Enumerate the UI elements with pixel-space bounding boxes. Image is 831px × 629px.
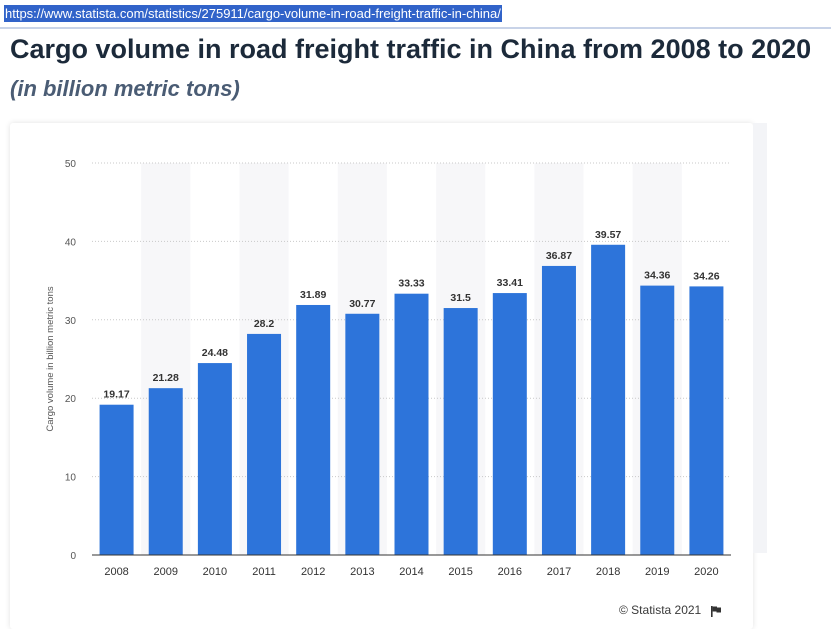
bar (345, 313, 380, 555)
url-divider (0, 27, 831, 29)
x-axis: 2008 2009 2010 2011 2012 2013 2014 2015 2016 2017… (92, 554, 731, 578)
bar-value-label: 33.33 (398, 278, 424, 290)
x-tick-label: 2013 (350, 566, 374, 578)
x-tick-label: 2015 (448, 566, 472, 578)
bar-value-label: 24.48 (202, 347, 228, 359)
bar (296, 304, 331, 555)
bar (689, 286, 724, 555)
flag-icon[interactable] (710, 605, 722, 617)
y-tick-label: 40 (65, 237, 77, 248)
bar-value-label: 21.28 (153, 372, 179, 384)
x-tick-label: 2017 (547, 566, 571, 578)
bar-value-label: 33.41 (497, 277, 523, 289)
x-tick-label: 2012 (301, 566, 325, 578)
x-tick-label: 2019 (645, 566, 669, 578)
x-tick-label: 2011 (252, 566, 276, 578)
x-tick-label: 2008 (104, 566, 128, 578)
x-tick-label: 2020 (694, 566, 718, 578)
bar (247, 333, 282, 555)
bar (197, 363, 232, 555)
bar (148, 388, 183, 555)
chart-title: Cargo volume in road freight traffic in … (10, 34, 812, 64)
value-labels: 19.17 21.28 24.48 28.2 31.89 30.77 33.33 31.5 33… (103, 229, 719, 401)
y-tick-label: 10 (65, 473, 77, 484)
bar (394, 293, 429, 555)
bar-value-label: 31.5 (450, 292, 471, 304)
bar (492, 293, 527, 555)
bar-value-label: 19.17 (103, 389, 129, 401)
bar-value-label: 39.57 (595, 229, 621, 241)
chart-subtitle: (in billion metric tons) (10, 76, 240, 101)
bar (541, 265, 576, 555)
y-axis-label: Cargo volume in billion metric tons (45, 286, 56, 431)
source-url-link[interactable]: https://www.statista.com/statistics/2759… (4, 5, 502, 22)
bar-value-label: 34.26 (693, 270, 719, 282)
card-side-edge (753, 123, 767, 553)
x-tick-label: 2016 (498, 566, 522, 578)
bar-value-label: 28.2 (254, 318, 275, 330)
bar-value-label: 36.87 (546, 250, 572, 262)
bar-value-label: 30.77 (349, 298, 375, 310)
bar (99, 404, 134, 555)
bars (99, 244, 724, 556)
bar (443, 308, 478, 555)
bar-value-label: 34.36 (644, 270, 670, 282)
y-tick-label: 30 (65, 316, 77, 327)
x-tick-label: 2009 (153, 566, 177, 578)
bar (591, 244, 626, 556)
bar (640, 285, 675, 555)
x-tick-label: 2018 (596, 566, 620, 578)
x-tick-label: 2014 (399, 566, 423, 578)
bar-value-label: 31.89 (300, 289, 326, 301)
y-tick-label: 0 (70, 551, 76, 562)
statista-credit[interactable]: © Statista 2021 (619, 603, 702, 617)
y-tick-label: 20 (65, 394, 77, 405)
y-tick-label: 50 (65, 159, 77, 170)
y-axis: 0 10 20 30 40 50 (65, 159, 77, 562)
x-tick-label: 2010 (203, 566, 227, 578)
